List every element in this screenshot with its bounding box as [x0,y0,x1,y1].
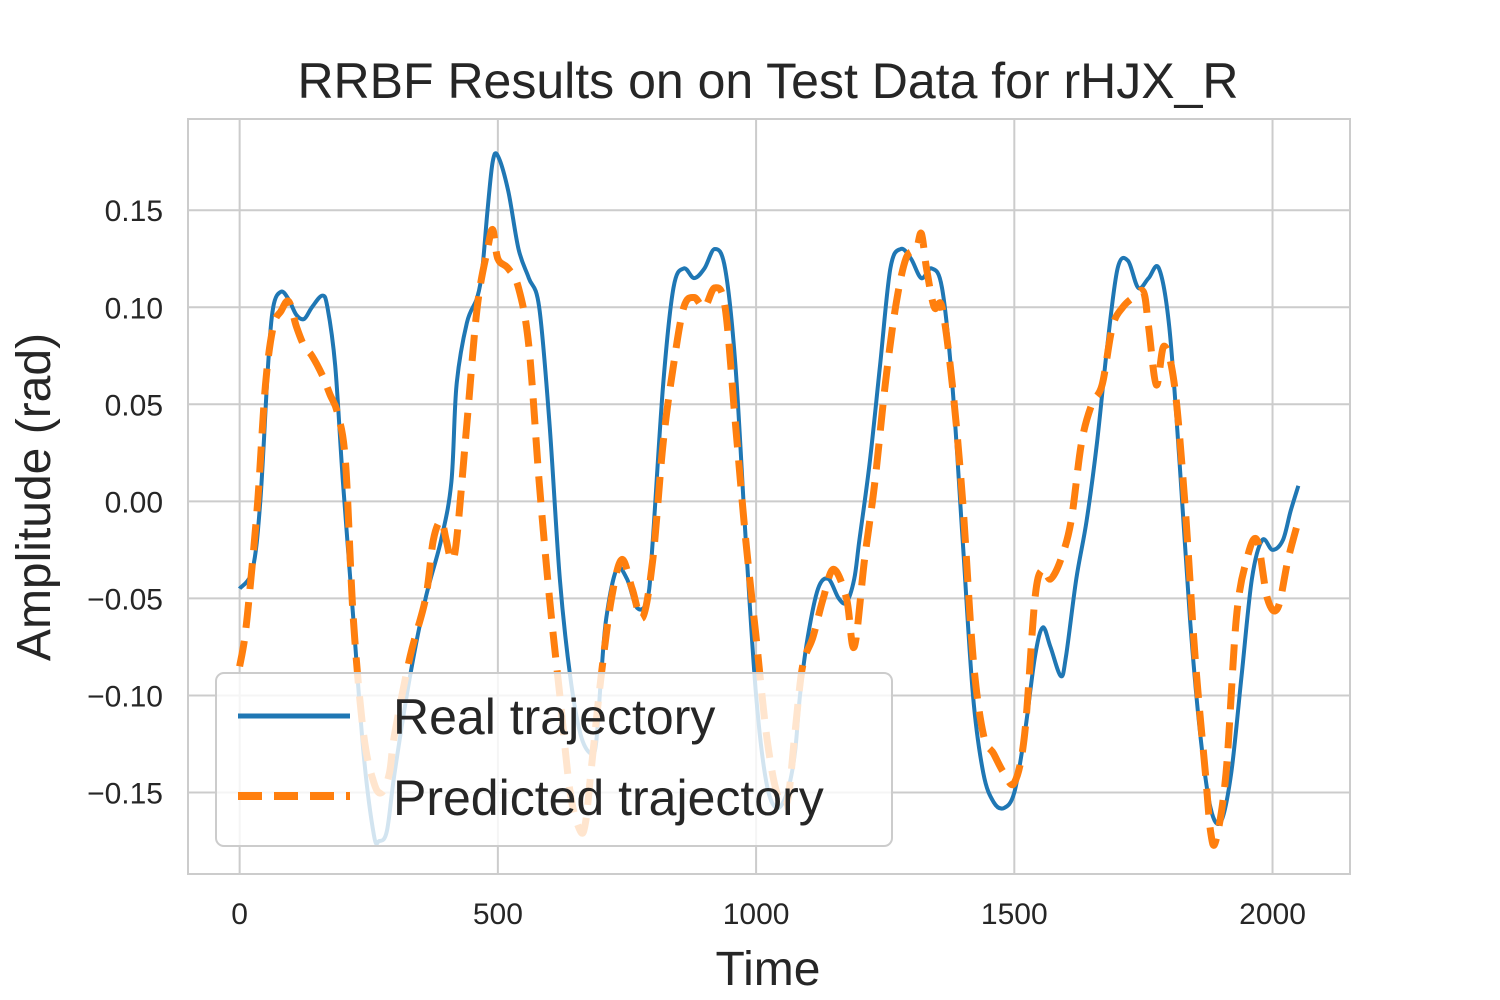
y-tick-label: −0.10 [87,680,163,713]
legend-label-predicted: Predicted trajectory [393,770,824,826]
y-tick-label: 0.05 [105,389,163,422]
x-axis-label: Time [716,943,821,996]
x-tick-label: 2000 [1239,898,1306,931]
legend-label-real: Real trajectory [393,689,715,745]
y-tick-label: 0.15 [105,195,163,228]
tick-labels: 0 500 1000 1500 2000 −0.15 −0.10 −0.05 0.00 0.05 0… [87,195,1306,931]
x-tick-label: 1500 [981,898,1048,931]
x-tick-label: 1000 [723,898,790,931]
x-tick-label: 0 [231,898,248,931]
y-axis-label: Amplitude (rad) [8,333,61,661]
chart-title: RRBF Results on on Test Data for rHJX_R [297,53,1238,109]
y-tick-label: 0.10 [105,292,163,325]
legend-box [215,672,893,847]
x-tick-label: 500 [473,898,523,931]
y-tick-label: −0.15 [87,777,163,810]
legend: Real trajectory Predicted trajectory [215,672,893,847]
y-tick-label: 0.00 [105,486,163,519]
y-tick-label: −0.05 [87,583,163,616]
